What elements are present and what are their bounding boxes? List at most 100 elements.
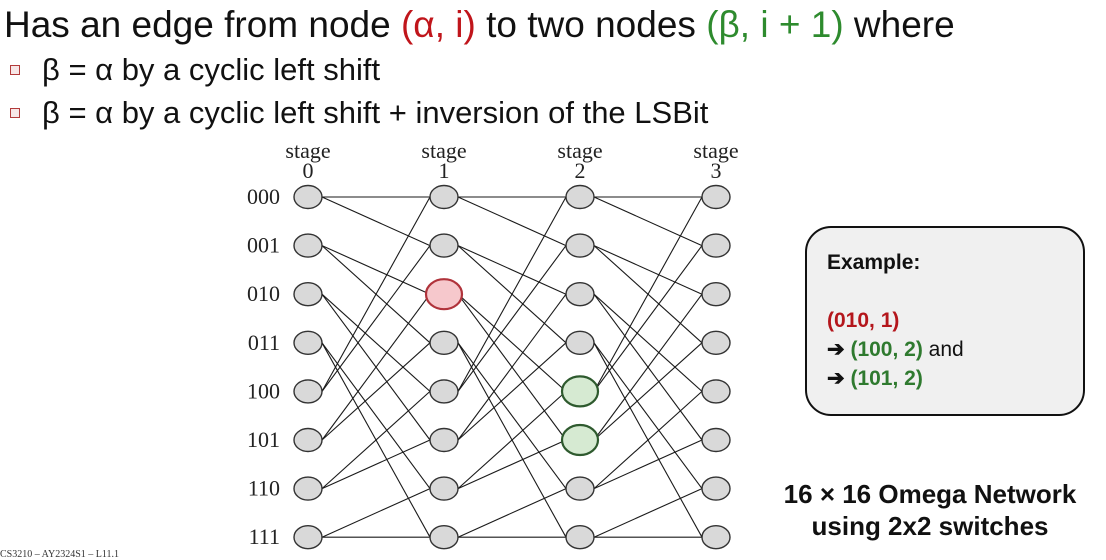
network-edge xyxy=(321,293,431,441)
stage-label-number: 1 xyxy=(439,158,450,183)
network-node xyxy=(429,330,459,355)
stage-label-number: 3 xyxy=(711,158,722,183)
network-edge xyxy=(457,342,567,441)
network-node xyxy=(293,427,323,453)
network-node xyxy=(701,330,731,355)
network-nodes xyxy=(293,184,731,550)
caption-line-1: 16 × 16 Omega Network xyxy=(783,479,1077,509)
network-node-target xyxy=(560,375,600,408)
network-edge xyxy=(593,342,703,489)
network-node xyxy=(293,476,323,501)
network-edge xyxy=(457,245,567,295)
network-edge xyxy=(321,439,431,490)
row-label: 001 xyxy=(247,233,280,258)
row-label: 010 xyxy=(247,281,280,306)
network-edge xyxy=(321,196,431,392)
example-target-2: (101, 2) xyxy=(850,367,923,390)
network-node xyxy=(293,330,323,355)
network-node xyxy=(293,379,323,404)
row-label: 101 xyxy=(247,427,280,452)
network-node xyxy=(429,184,459,210)
network-edge xyxy=(321,342,431,441)
network-node xyxy=(565,330,595,355)
network-edge xyxy=(321,390,431,490)
slide-heading: Has an edge from node (α, i) to two node… xyxy=(4,2,955,48)
network-edge xyxy=(457,488,567,538)
network-node xyxy=(293,233,323,258)
network-node xyxy=(701,379,731,404)
network-edge xyxy=(593,293,703,441)
network-edge xyxy=(593,196,703,392)
network-node xyxy=(701,476,731,501)
stage-label-number: 0 xyxy=(303,158,314,183)
caption-line-2: using 2x2 switches xyxy=(811,511,1049,541)
row-label: 111 xyxy=(249,524,280,549)
network-edge xyxy=(457,196,567,247)
stage-label-word: stage xyxy=(285,138,330,163)
heading-to-node: (β, i + 1) xyxy=(706,4,844,45)
network-node xyxy=(565,525,595,550)
network-edge xyxy=(457,293,567,392)
network-node xyxy=(701,233,731,258)
network-edge xyxy=(457,439,567,490)
row-label: 011 xyxy=(248,330,280,355)
network-edges xyxy=(321,196,703,538)
bullet-square-icon xyxy=(10,108,20,118)
network-edge xyxy=(321,488,431,538)
network-edge xyxy=(593,196,703,247)
stage-label-word: stage xyxy=(421,138,466,163)
heading-prefix: Has an edge from node xyxy=(4,4,401,45)
stage-label-number: 2 xyxy=(575,158,586,183)
network-edge xyxy=(321,245,431,295)
example-box: Example: (010, 1) ➔ (100, 2) and ➔ (101,… xyxy=(805,226,1085,416)
network-edge xyxy=(457,342,567,489)
network-edge xyxy=(593,488,703,538)
arrow-icon: ➔ xyxy=(827,367,845,390)
network-node xyxy=(293,525,323,550)
example-target-line-1: ➔ (100, 2) and xyxy=(827,335,1083,364)
network-node xyxy=(293,184,323,210)
network-edge xyxy=(593,439,703,490)
bullet-text-2: β = α by a cyclic left shift + inversion… xyxy=(42,95,709,130)
network-edge xyxy=(593,245,703,392)
bullet-item-2: β = α by a cyclic left shift + inversion… xyxy=(8,94,708,132)
network-node-target xyxy=(560,423,600,457)
example-title: Example: xyxy=(827,251,921,274)
network-node xyxy=(565,476,595,501)
network-node xyxy=(565,184,595,210)
example-target-line-2: ➔ (101, 2) xyxy=(827,364,1083,393)
network-node xyxy=(429,233,459,258)
row-label: 110 xyxy=(248,476,280,501)
example-target-1: (100, 2) xyxy=(850,338,923,361)
network-edge xyxy=(457,196,567,392)
example-source-line: (010, 1) xyxy=(827,306,1083,335)
slide-footer: CS3210 – AY2324S1 – L11.1 xyxy=(0,549,120,560)
row-label: 000 xyxy=(247,184,280,209)
stage-label-word: stage xyxy=(693,138,738,163)
network-edge xyxy=(321,293,431,392)
network-edge xyxy=(321,245,431,392)
network-edge xyxy=(457,245,567,392)
example-and-word: and xyxy=(922,338,964,361)
row-label: 100 xyxy=(247,378,280,403)
network-node xyxy=(429,427,459,453)
heading-from-node: (α, i) xyxy=(400,4,476,45)
network-node xyxy=(701,282,731,307)
network-node-source xyxy=(424,278,464,311)
network-node xyxy=(565,282,595,307)
network-edge xyxy=(593,390,703,490)
network-edge xyxy=(593,342,703,441)
network-edge xyxy=(457,293,567,441)
network-labels: stage0stage1stage2stage30000010100111001… xyxy=(247,138,739,549)
diagram-caption: 16 × 16 Omega Network using 2x2 switches xyxy=(760,478,1100,542)
arrow-icon: ➔ xyxy=(827,338,845,361)
heading-suffix: where xyxy=(843,4,955,45)
bullet-square-icon xyxy=(10,65,20,75)
network-node xyxy=(701,525,731,550)
network-edge xyxy=(593,293,703,392)
bullet-text-1: β = α by a cyclic left shift xyxy=(42,52,381,87)
example-source: (010, 1) xyxy=(827,309,900,332)
network-node xyxy=(565,233,595,258)
network-node xyxy=(701,427,731,453)
